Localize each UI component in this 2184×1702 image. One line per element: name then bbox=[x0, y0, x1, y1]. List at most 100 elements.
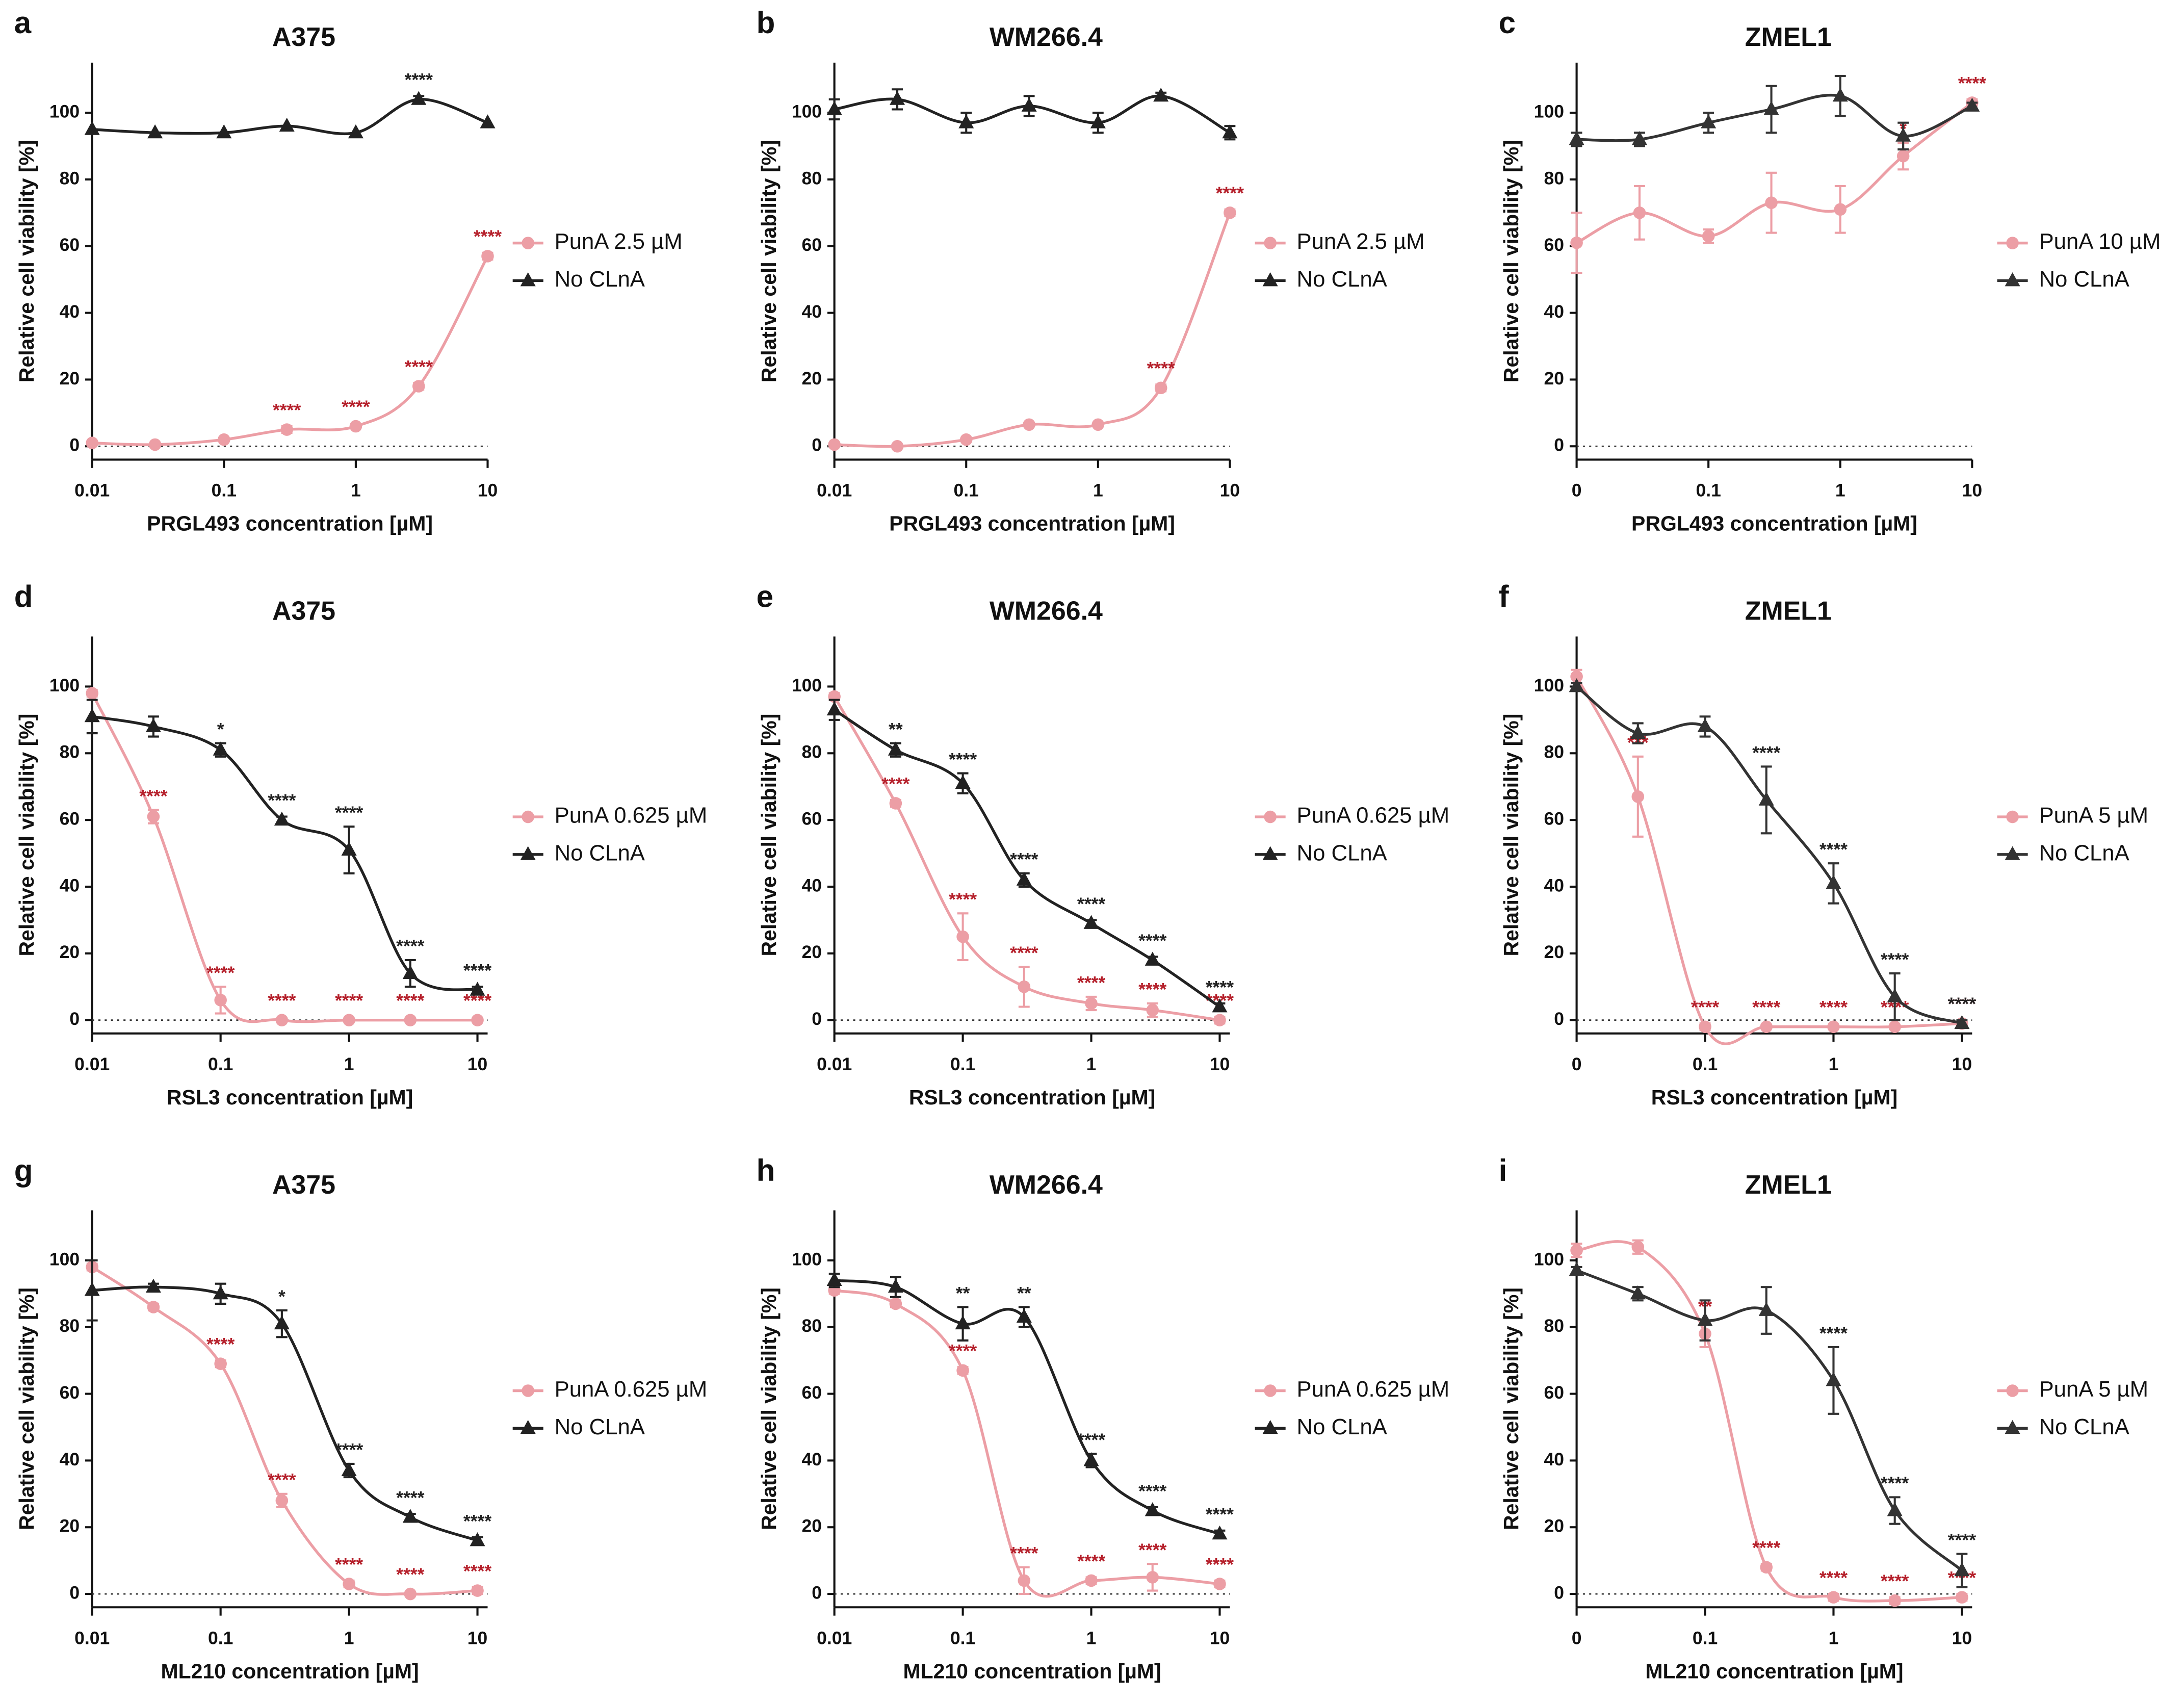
data-point bbox=[145, 1278, 161, 1293]
data-point bbox=[279, 117, 295, 132]
data-point bbox=[145, 718, 161, 732]
y-axis-label: Relative cell viability [%] bbox=[15, 1287, 38, 1530]
y-tick-label: 0 bbox=[69, 435, 80, 455]
x-axis-label: RSL3 concentration [µM] bbox=[167, 1086, 413, 1109]
significance-label: **** bbox=[268, 1470, 296, 1490]
data-point bbox=[890, 91, 905, 105]
y-tick-label: 100 bbox=[1534, 675, 1564, 695]
x-tick-label: 1 bbox=[344, 1054, 354, 1074]
significance-label: **** bbox=[1077, 894, 1105, 914]
significance-label: **** bbox=[342, 397, 370, 417]
legend-label: No CLnA bbox=[2039, 1414, 2129, 1439]
significance-label: **** bbox=[268, 790, 296, 811]
legend-label: No CLnA bbox=[1297, 1414, 1388, 1439]
significance-label: **** bbox=[396, 991, 424, 1011]
data-point bbox=[1145, 951, 1160, 966]
significance-label: **** bbox=[463, 1561, 491, 1581]
legend-label: PunA 0.625 µM bbox=[555, 803, 708, 828]
data-point bbox=[402, 1509, 418, 1523]
data-point bbox=[147, 1301, 160, 1313]
data-point bbox=[1834, 203, 1847, 216]
significance-label: **** bbox=[396, 936, 424, 957]
data-point bbox=[1896, 149, 1910, 163]
x-axis-label: PRGL493 concentration [µM] bbox=[1631, 512, 1917, 535]
x-axis-label: PRGL493 concentration [µM] bbox=[889, 512, 1175, 535]
significance-label: ** bbox=[1017, 1283, 1031, 1303]
legend-label: PunA 10 µM bbox=[2039, 229, 2161, 254]
x-tick-label: 0.1 bbox=[1693, 1628, 1718, 1648]
x-tick-label: 1 bbox=[1835, 480, 1845, 501]
panel-letter: i bbox=[1499, 1153, 1507, 1188]
significance-label: **** bbox=[1881, 949, 1909, 970]
data-point bbox=[1765, 196, 1778, 209]
data-point bbox=[275, 1014, 289, 1026]
data-point bbox=[341, 841, 357, 856]
significance-label: **** bbox=[1819, 839, 1848, 860]
data-point bbox=[1569, 678, 1584, 692]
data-point bbox=[214, 994, 227, 1007]
data-point bbox=[1090, 114, 1106, 128]
legend-label: PunA 0.625 µM bbox=[1297, 803, 1450, 828]
data-point bbox=[1826, 1372, 1841, 1386]
x-tick-label: 1 bbox=[1086, 1628, 1097, 1648]
legend-marker bbox=[520, 846, 536, 860]
chart-title: ZMEL1 bbox=[1745, 596, 1832, 626]
y-tick-label: 40 bbox=[1544, 875, 1565, 895]
fit-line bbox=[1576, 1240, 1962, 1603]
data-point bbox=[481, 250, 494, 263]
data-point bbox=[955, 775, 971, 789]
data-point bbox=[274, 1315, 290, 1330]
panel-letter: b bbox=[757, 6, 775, 40]
data-point bbox=[1826, 875, 1841, 889]
y-axis-label: Relative cell viability [%] bbox=[757, 714, 781, 957]
chart-title: A375 bbox=[272, 22, 335, 51]
fit-line bbox=[1575, 676, 1962, 1045]
significance-label: **** bbox=[1948, 994, 1976, 1014]
data-point bbox=[1213, 1014, 1226, 1026]
significance-label: * bbox=[278, 1286, 285, 1307]
data-point bbox=[826, 1272, 842, 1286]
data-point bbox=[218, 433, 230, 446]
y-tick-label: 80 bbox=[1544, 1316, 1565, 1336]
data-point bbox=[471, 1584, 484, 1597]
data-point bbox=[1153, 87, 1169, 102]
legend-marker bbox=[522, 237, 534, 249]
significance-label: **** bbox=[1948, 994, 1976, 1014]
significance-label: **** bbox=[405, 70, 433, 90]
data-point bbox=[1146, 1003, 1159, 1017]
y-tick-label: 40 bbox=[1544, 301, 1565, 322]
legend-marker bbox=[1264, 1384, 1277, 1397]
data-point bbox=[402, 965, 418, 979]
data-point bbox=[470, 982, 485, 996]
x-tick-label: 1 bbox=[1086, 1054, 1097, 1074]
legend-label: PunA 2.5 µM bbox=[555, 229, 683, 254]
y-tick-label: 40 bbox=[802, 1449, 822, 1469]
data-point bbox=[411, 91, 427, 105]
chart-title: A375 bbox=[272, 1170, 335, 1199]
x-tick-label: 1 bbox=[1829, 1054, 1839, 1074]
data-point bbox=[1827, 1591, 1840, 1604]
significance-label: **** bbox=[1138, 1540, 1166, 1560]
significance-label: **** bbox=[1077, 1551, 1105, 1571]
significance-label: **** bbox=[463, 1511, 491, 1531]
y-tick-label: 80 bbox=[1544, 168, 1565, 188]
y-tick-label: 100 bbox=[792, 101, 822, 121]
x-axis-label: PRGL493 concentration [µM] bbox=[147, 512, 433, 535]
x-tick-label: 10 bbox=[1952, 1054, 1972, 1074]
x-tick-label: 0.01 bbox=[817, 1054, 852, 1074]
chart-title: ZMEL1 bbox=[1745, 1170, 1832, 1199]
y-tick-label: 40 bbox=[60, 301, 80, 322]
significance-label: **** bbox=[206, 1334, 235, 1355]
significance-label: ** bbox=[889, 719, 903, 739]
data-point bbox=[955, 1315, 971, 1330]
legend-label: No CLnA bbox=[2039, 840, 2129, 865]
x-tick-label: 0.1 bbox=[1696, 480, 1721, 501]
significance-label: **** bbox=[463, 961, 491, 981]
data-point bbox=[1758, 1302, 1774, 1316]
data-point bbox=[147, 124, 163, 139]
x-tick-label: 10 bbox=[1220, 480, 1240, 501]
y-tick-label: 20 bbox=[802, 942, 822, 962]
y-tick-label: 100 bbox=[49, 1249, 80, 1269]
y-tick-label: 20 bbox=[1544, 942, 1565, 962]
